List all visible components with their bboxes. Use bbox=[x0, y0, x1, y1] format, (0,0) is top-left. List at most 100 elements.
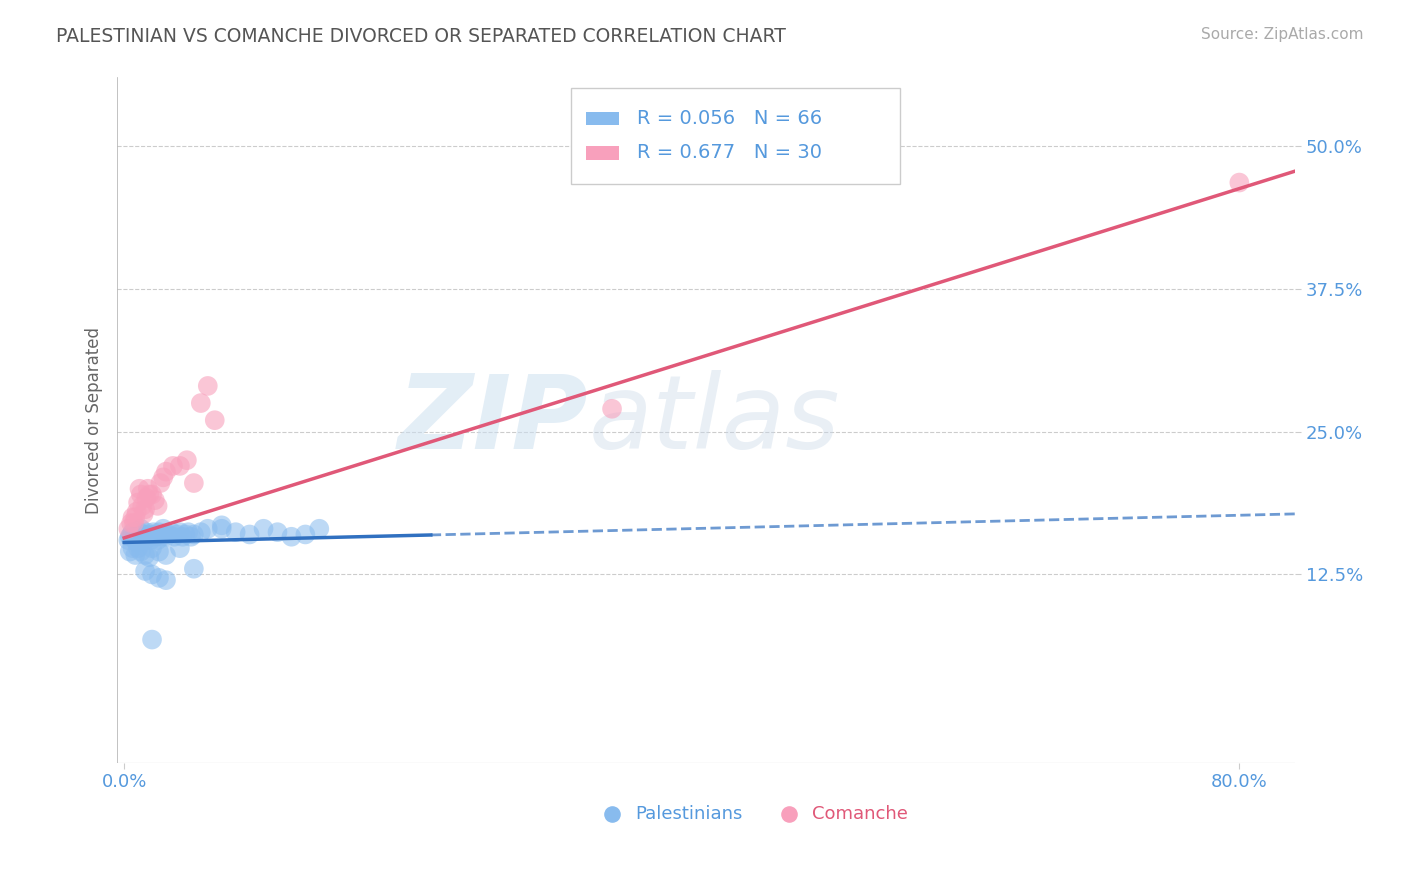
Point bbox=[129, 522, 152, 536]
Point bbox=[153, 527, 176, 541]
FancyBboxPatch shape bbox=[586, 112, 619, 126]
Point bbox=[124, 510, 146, 524]
Text: Source: ZipAtlas.com: Source: ZipAtlas.com bbox=[1201, 27, 1364, 42]
Point bbox=[266, 525, 288, 540]
Point bbox=[127, 530, 149, 544]
Point bbox=[174, 527, 197, 541]
Point bbox=[204, 413, 226, 427]
Text: R = 0.056   N = 66: R = 0.056 N = 66 bbox=[637, 109, 821, 128]
Point bbox=[131, 527, 153, 541]
Point bbox=[139, 533, 162, 548]
Point bbox=[129, 487, 152, 501]
Point bbox=[183, 476, 205, 491]
Point bbox=[155, 465, 177, 479]
Point bbox=[148, 571, 170, 585]
Point bbox=[136, 527, 159, 541]
Point bbox=[127, 495, 149, 509]
Point bbox=[155, 573, 177, 587]
Point bbox=[129, 544, 152, 558]
Point bbox=[132, 530, 155, 544]
Point bbox=[152, 522, 174, 536]
Point bbox=[172, 530, 194, 544]
Point bbox=[146, 533, 169, 548]
Text: Palestinians: Palestinians bbox=[636, 805, 742, 823]
Point bbox=[176, 453, 198, 467]
Point bbox=[163, 530, 186, 544]
Point bbox=[699, 796, 721, 810]
Point bbox=[138, 530, 160, 544]
Point bbox=[141, 530, 163, 544]
Point bbox=[138, 550, 160, 565]
Point bbox=[134, 502, 156, 516]
Point bbox=[141, 487, 163, 501]
Point bbox=[121, 510, 143, 524]
Text: Comanche: Comanche bbox=[813, 805, 908, 823]
Text: R = 0.677   N = 30: R = 0.677 N = 30 bbox=[637, 144, 821, 162]
Y-axis label: Divorced or Separated: Divorced or Separated bbox=[86, 326, 103, 514]
Point bbox=[142, 525, 165, 540]
Point bbox=[146, 499, 169, 513]
Point bbox=[131, 499, 153, 513]
Point bbox=[294, 527, 316, 541]
Point bbox=[149, 476, 172, 491]
Point bbox=[600, 401, 623, 416]
Point bbox=[907, 796, 929, 810]
Point bbox=[183, 527, 205, 541]
Point bbox=[211, 522, 233, 536]
Point bbox=[143, 527, 166, 541]
Point bbox=[162, 458, 184, 473]
Point bbox=[155, 548, 177, 562]
Point bbox=[136, 482, 159, 496]
Point bbox=[125, 535, 148, 549]
Text: ZIP: ZIP bbox=[398, 369, 588, 471]
Point bbox=[160, 525, 183, 540]
Point bbox=[128, 525, 150, 540]
Point bbox=[155, 530, 177, 544]
Point bbox=[141, 632, 163, 647]
Text: PALESTINIAN VS COMANCHE DIVORCED OR SEPARATED CORRELATION CHART: PALESTINIAN VS COMANCHE DIVORCED OR SEPA… bbox=[56, 27, 786, 45]
Point bbox=[148, 544, 170, 558]
Point bbox=[190, 396, 212, 410]
Point bbox=[138, 487, 160, 501]
Point bbox=[134, 564, 156, 578]
Point bbox=[169, 458, 191, 473]
Point bbox=[135, 525, 157, 540]
Point bbox=[118, 530, 141, 544]
Point bbox=[180, 530, 202, 544]
Point bbox=[134, 548, 156, 562]
Point bbox=[169, 541, 191, 556]
Point bbox=[117, 522, 139, 536]
Point bbox=[252, 522, 274, 536]
Point bbox=[118, 544, 141, 558]
Point bbox=[150, 530, 173, 544]
Point bbox=[121, 525, 143, 540]
Point bbox=[122, 530, 145, 544]
Point bbox=[190, 525, 212, 540]
Point bbox=[127, 541, 149, 556]
Point bbox=[120, 516, 142, 530]
Point bbox=[117, 533, 139, 548]
Text: atlas: atlas bbox=[588, 370, 839, 470]
Point bbox=[149, 527, 172, 541]
Point bbox=[124, 533, 146, 548]
Point bbox=[143, 493, 166, 508]
Point bbox=[239, 527, 262, 541]
Point bbox=[1227, 176, 1250, 190]
Point bbox=[166, 527, 188, 541]
Point bbox=[225, 525, 247, 540]
Point bbox=[169, 525, 191, 540]
Point bbox=[120, 527, 142, 541]
FancyBboxPatch shape bbox=[571, 87, 900, 184]
Point bbox=[152, 470, 174, 484]
Point bbox=[157, 527, 180, 541]
Point bbox=[145, 530, 167, 544]
Point bbox=[122, 516, 145, 530]
Point bbox=[177, 525, 200, 540]
Point bbox=[135, 491, 157, 505]
Point bbox=[141, 541, 163, 556]
Point bbox=[121, 541, 143, 556]
FancyBboxPatch shape bbox=[586, 146, 619, 160]
Point bbox=[132, 507, 155, 521]
Point bbox=[148, 525, 170, 540]
Point bbox=[211, 518, 233, 533]
